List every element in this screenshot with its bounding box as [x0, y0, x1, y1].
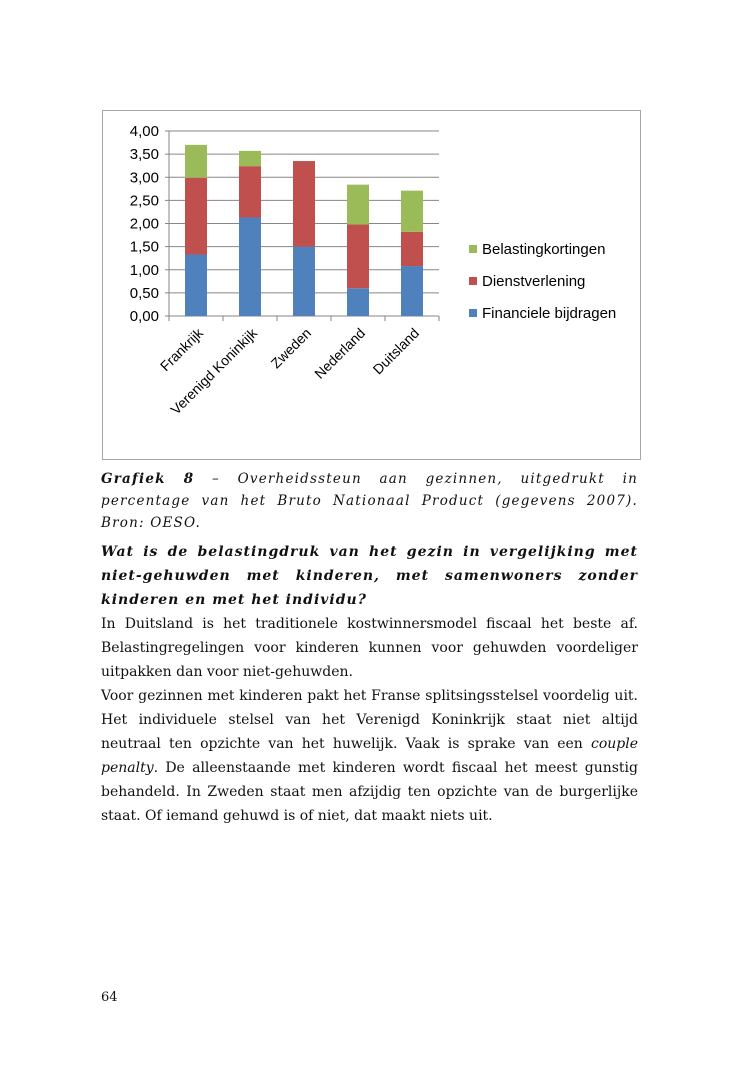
y-tick-label: 0,50 [130, 285, 159, 302]
y-tick-label: 1,50 [130, 239, 159, 256]
caption-text: – Overheidssteun aan gezinnen, uitgedruk… [101, 471, 638, 531]
section-question: Wat is de belastingdruk van het gezin in… [101, 544, 638, 608]
y-tick-label: 1,00 [130, 262, 159, 279]
legend-label: Dienstverlening [482, 273, 585, 290]
legend-swatch [469, 245, 477, 253]
chart: 0,00 0,50 1,00 1,50 2,00 2,50 3,00 3,50 4,00 Fran… [102, 110, 641, 460]
x-tick-label: Frankrijk [157, 324, 207, 374]
legend-label: Belastingkortingen [482, 241, 605, 258]
paragraph-text: Voor gezinnen met kinderen pakt het Fran… [101, 688, 638, 752]
x-tick-label: Nederland [311, 325, 368, 382]
y-tick-label: 3,00 [130, 169, 159, 186]
paragraph: In Duitsland is het traditionele kostwin… [101, 616, 638, 680]
bar-segment [347, 184, 369, 225]
x-tick-label: Duitsland [370, 325, 423, 378]
paragraph-text: . De alleenstaande met kinderen wordt fi… [101, 760, 638, 824]
bar-segment [293, 246, 315, 316]
figure-caption: Grafiek 8 – Overheidssteun aan gezinnen,… [101, 468, 638, 534]
bar-segment [239, 217, 261, 316]
x-tick-label: Zweden [268, 325, 315, 372]
page-number: 64 [101, 990, 118, 1005]
y-tick-label: 2,50 [130, 192, 159, 209]
paragraph: Voor gezinnen met kinderen pakt het Fran… [101, 684, 638, 828]
bar-segment [185, 177, 207, 255]
legend-label: Financiele bijdragen [482, 305, 616, 322]
y-tick-label: 2,00 [130, 216, 159, 233]
bar-segment [401, 190, 423, 232]
legend-swatch [469, 277, 477, 285]
bar-segment [239, 166, 261, 218]
y-tick-label: 0,00 [130, 308, 159, 325]
bar-segment [293, 161, 315, 247]
bar-segment [401, 266, 423, 316]
italic-term: couple penalty [101, 736, 638, 776]
y-tick-label: 4,00 [130, 123, 159, 140]
legend-swatch [469, 309, 477, 317]
bar-segment [347, 224, 369, 289]
stacked-bar-chart: 0,00 0,50 1,00 1,50 2,00 2,50 3,00 3,50 4,00 Fran… [130, 123, 616, 418]
caption-label: Grafiek 8 [101, 471, 195, 487]
y-tick-label: 3,50 [130, 146, 159, 163]
bar-segment [401, 231, 423, 267]
bar-segment [239, 150, 261, 167]
bar-segment [347, 288, 369, 316]
bar-segment [185, 254, 207, 316]
bar-segment [185, 144, 207, 178]
